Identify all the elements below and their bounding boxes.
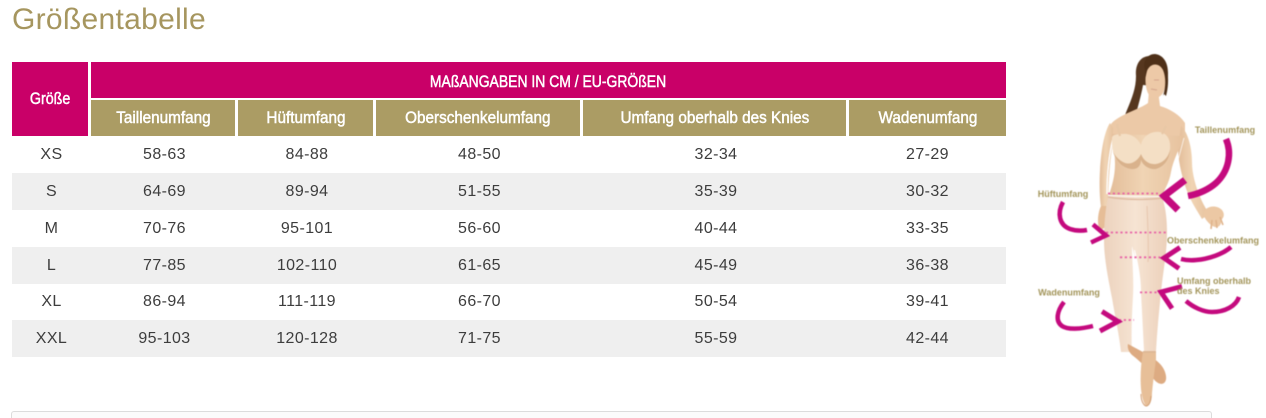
- svg-text:des Knies: des Knies: [1177, 286, 1220, 296]
- svg-text:Hüftumfang: Hüftumfang: [1038, 189, 1089, 199]
- svg-text:Oberschenkelumfang: Oberschenkelumfang: [1167, 236, 1259, 246]
- svg-text:Taillenumfang: Taillenumfang: [1195, 125, 1255, 135]
- svg-text:Wadenumfang: Wadenumfang: [1038, 288, 1100, 298]
- svg-text:Umfang oberhalb: Umfang oberhalb: [1177, 276, 1252, 286]
